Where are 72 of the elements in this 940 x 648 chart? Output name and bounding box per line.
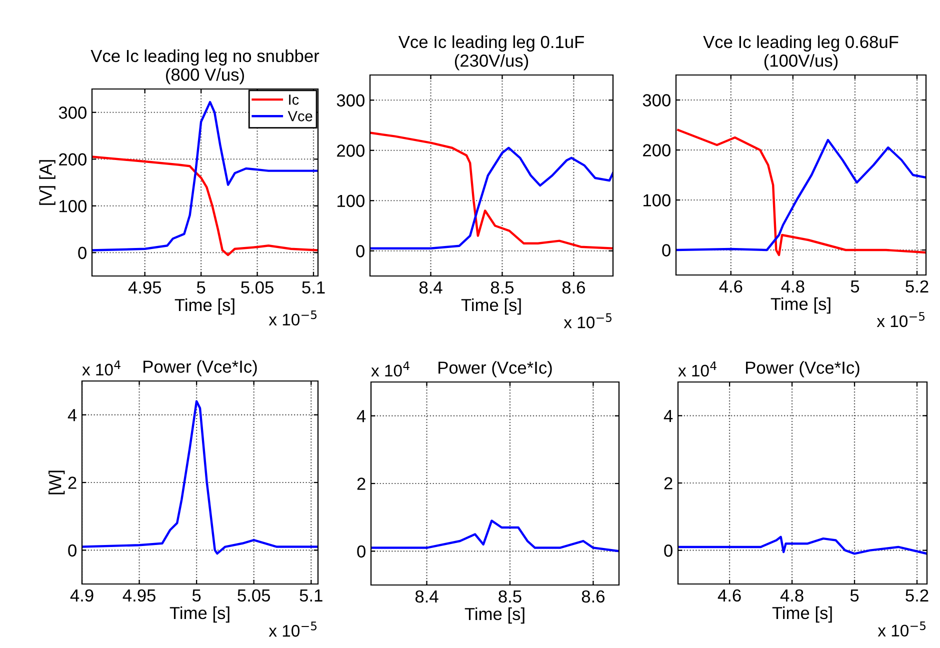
text: x 10$^{4}$ (678, 362, 716, 377)
x-tick-label: 4.9 (70, 589, 94, 602)
x-tick-label: 8.4 (419, 281, 442, 294)
x-tick-label: 5.1 (300, 590, 322, 602)
y-tick-label: 200 (59, 153, 86, 166)
x-tick-label: 5.05 (241, 281, 274, 294)
y-tick-label: 0 (68, 544, 76, 557)
y-tick-label: 100 (338, 194, 364, 208)
x-axis-title: Time [s] (772, 606, 832, 623)
y-tick-label: 300 (58, 106, 86, 119)
x-axis-title: Time [s] (170, 606, 230, 623)
legend-label: Vce (288, 111, 312, 122)
x-tick-label: 5 (196, 282, 206, 294)
chart-title: Power (Vce*Ic) (438, 361, 552, 378)
y-tick-label: 200 (643, 144, 670, 156)
y-tick-label: 300 (336, 94, 364, 107)
text: x 10$^{−5}$ (268, 310, 317, 326)
text: x 10$^{−5}$ (876, 312, 925, 328)
x-tick-label: 4.6 (718, 589, 741, 602)
y-tick-label: 0 (356, 245, 364, 258)
x-tick-label: 4.95 (128, 281, 162, 294)
chart-title: Vce Ic leading leg no snubber (800 V/us) (90, 49, 320, 84)
y-tick-label: 200 (337, 144, 364, 157)
x-tick-label: 8.5 (498, 590, 522, 603)
y-tick-label: 4 (68, 409, 77, 422)
line-series (92, 156, 318, 256)
chart-title: Power (Vce*Ic) (746, 361, 860, 378)
x-tick-label: 5.05 (238, 589, 270, 602)
x-tick-label: 4.8 (781, 280, 804, 293)
x-tick-label: 8.4 (415, 590, 438, 603)
x-axis-title: Time [s] (174, 298, 234, 315)
legend-label: Ic (289, 94, 299, 105)
y-tick-label: 2 (664, 477, 672, 490)
y-tick-label: 2 (68, 476, 76, 489)
y-axis-title: [V] [A] (39, 160, 56, 205)
line-series (82, 400, 318, 555)
y-tick-label: 0 (664, 544, 672, 557)
chart-title: Vce Ic leading leg 0.1uF (230V/us) (398, 35, 584, 70)
x-axis-title: Time [s] (464, 607, 524, 624)
x-axis-title: Time [s] (770, 297, 830, 314)
x-tick-label: 4.8 (780, 589, 804, 602)
line-series (371, 520, 619, 552)
chart-title: Power (Vce*Ic) (144, 360, 257, 376)
x-tick-label: 5.2 (906, 280, 928, 293)
x-tick-label: 5 (850, 590, 859, 602)
x-tick-label: 8.5 (490, 281, 514, 294)
x-tick-label: 5.2 (906, 589, 928, 602)
x-tick-label: 4.95 (122, 589, 156, 602)
y-tick-label: 4 (664, 410, 673, 422)
x-tick-label: 4.6 (719, 280, 742, 293)
y-tick-label: 100 (60, 200, 86, 212)
y-tick-label: 2 (357, 478, 366, 490)
x-tick-label: 5.1 (302, 282, 325, 294)
line-series (678, 536, 927, 555)
y-tick-label: 0 (78, 246, 86, 260)
x-tick-label: 5 (192, 590, 201, 602)
y-tick-label: 4 (356, 410, 366, 422)
y-tick-label: 0 (357, 545, 366, 558)
y-tick-label: 300 (642, 94, 670, 106)
x-tick-label: 8.6 (562, 281, 585, 294)
text: x 10$^{−5}$ (564, 313, 612, 328)
y-tick-label: 100 (644, 194, 670, 206)
text: x 10$^{−5}$ (878, 621, 926, 637)
x-axis-title: Time [s] (461, 298, 521, 315)
text: x 10$^{−5}$ (268, 622, 317, 637)
text: x 10$^{4}$ (82, 360, 120, 376)
text: x 10$^{4}$ (371, 362, 410, 377)
y-axis-title: [W] (48, 470, 65, 494)
y-tick-label: 0 (662, 244, 670, 256)
x-tick-label: 8.6 (582, 590, 605, 603)
chart-title: Vce Ic leading leg 0.68uF (100V/us) (703, 35, 898, 70)
x-tick-label: 5 (850, 280, 860, 293)
